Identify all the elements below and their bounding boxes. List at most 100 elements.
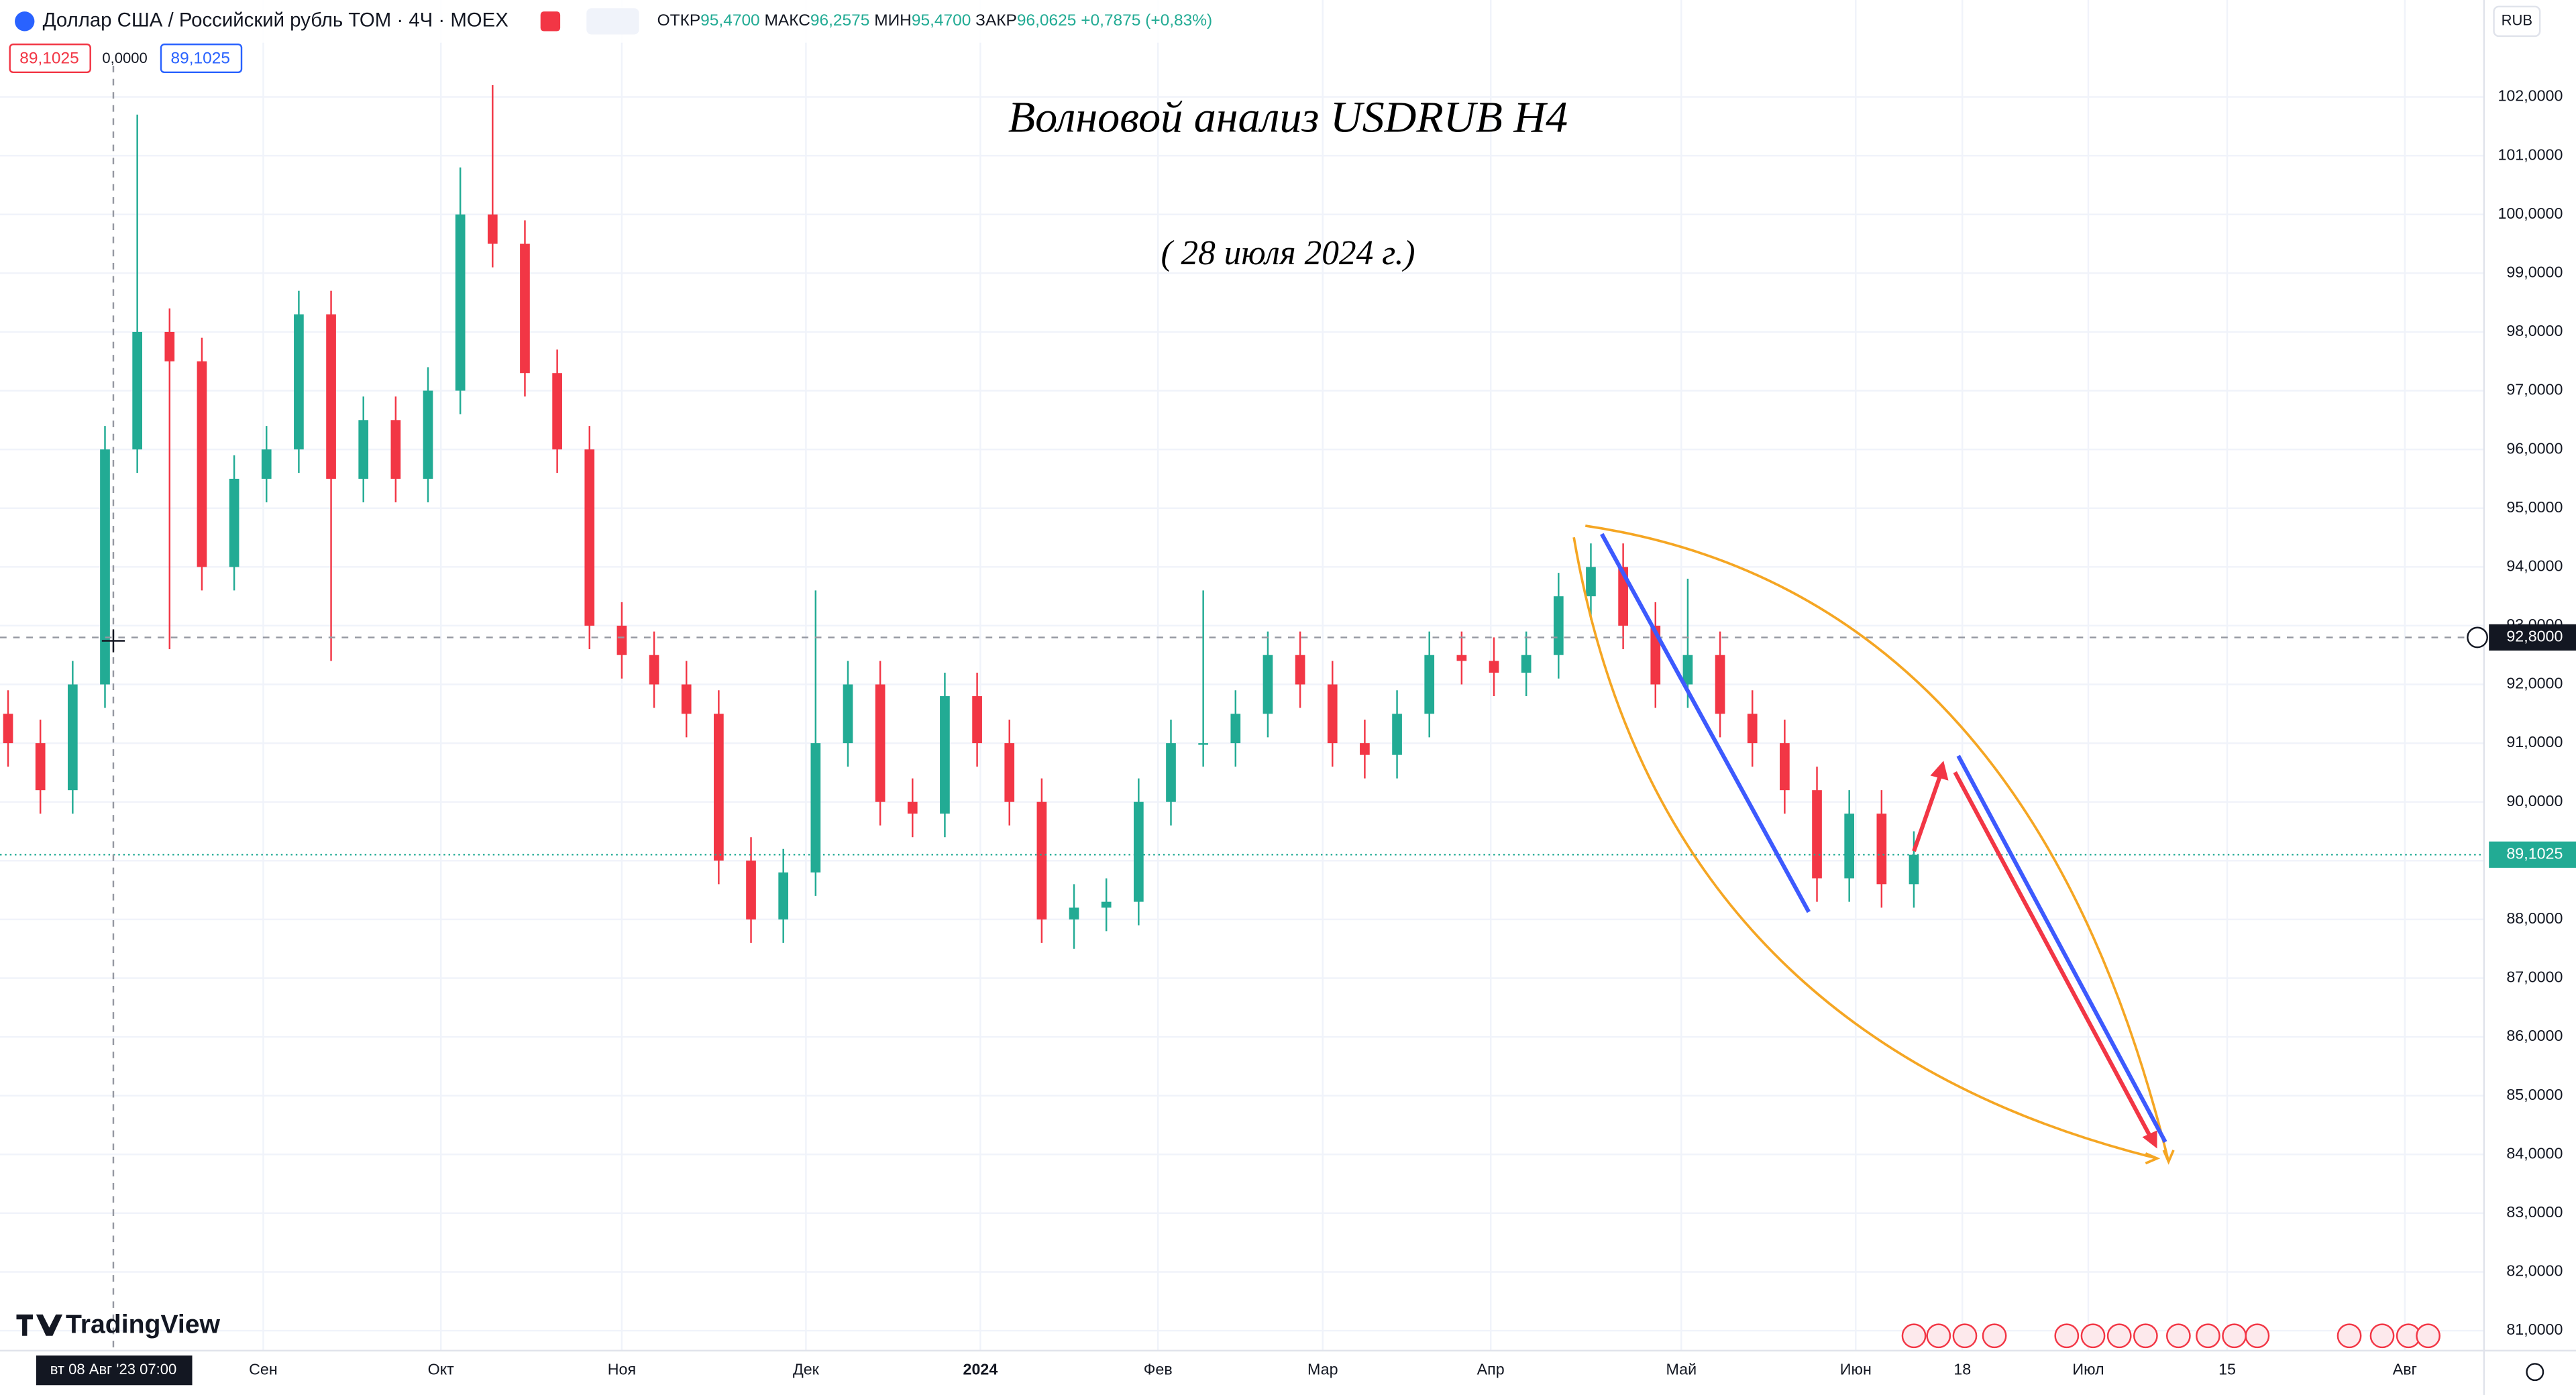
arrow-down: [1953, 771, 2153, 1138]
ohlc: ОТКР95,4700 МАКС96,2575 МИН95,4700 ЗАКР9…: [657, 11, 1213, 30]
candle-body: [1456, 655, 1467, 661]
sell-box[interactable]: [9, 43, 91, 74]
chart-subtitle: ( 28 июля 2024 г.): [1161, 234, 1415, 272]
candle-body: [778, 872, 789, 919]
last-price-label: 89,1025: [2506, 844, 2563, 862]
event: [1952, 1323, 1978, 1349]
candle-body: [35, 743, 46, 791]
candle-body: [1166, 743, 1176, 802]
event: [2165, 1323, 2191, 1349]
event: [2245, 1323, 2270, 1349]
y-tick-label: 83,0000: [2506, 1203, 2563, 1221]
candle-body: [746, 860, 756, 919]
candle-body: [1424, 655, 1435, 714]
event: [2369, 1323, 2395, 1349]
candle-body: [1069, 907, 1079, 919]
candle-body: [1747, 714, 1758, 744]
y-tick-label: 92,0000: [2506, 675, 2563, 692]
candle-body: [1909, 854, 1919, 885]
x-tick-label: Июл: [2072, 1360, 2104, 1378]
candle-body: [1876, 814, 1887, 885]
candle-body: [1489, 661, 1499, 673]
y-tick-label: 84,0000: [2506, 1144, 2563, 1162]
y-tick-label: 85,0000: [2506, 1086, 2563, 1103]
event: [2337, 1323, 2362, 1349]
candle-body: [358, 420, 369, 479]
flag-icon[interactable]: [540, 11, 561, 32]
x-tick-label: Дек: [793, 1360, 820, 1378]
candle-body: [294, 314, 304, 450]
candle-body: [940, 696, 950, 814]
candle-body: [1586, 567, 1596, 597]
y-tick-label: 81,0000: [2506, 1321, 2563, 1338]
candle-body: [616, 625, 627, 655]
settings-icon[interactable]: [2526, 1363, 2544, 1382]
arc-upper: [1585, 524, 2170, 1162]
candle-body: [1004, 743, 1015, 802]
candle-body: [1230, 714, 1241, 744]
wave-line: [1600, 533, 1811, 913]
candle-body: [1682, 655, 1693, 685]
candle-body: [810, 743, 821, 873]
currency[interactable]: RUB: [2502, 12, 2533, 29]
y-tick-label: 90,0000: [2506, 792, 2563, 810]
sell-price[interactable]: 89,1025: [19, 50, 78, 68]
candle-body: [1780, 743, 1790, 791]
candle-body: [261, 449, 272, 479]
symbol-icon: [15, 11, 35, 32]
logo: [16, 1314, 63, 1336]
crosshair-time: вт 08 Авг '23 07:00: [50, 1361, 177, 1378]
x-tick-label: 15: [2218, 1360, 2236, 1378]
candle-body: [520, 243, 530, 374]
candle-body: [843, 684, 853, 744]
y-tick-label: 97,0000: [2506, 381, 2563, 398]
candle-body: [649, 655, 659, 685]
candle-body: [1295, 655, 1305, 685]
x-tick-label: Фев: [1144, 1360, 1173, 1378]
time-label-box: [36, 1355, 193, 1386]
x-tick-label: 2024: [963, 1360, 998, 1378]
candle-body: [100, 449, 110, 685]
x-tick-label: Мар: [1307, 1360, 1338, 1378]
candle-body: [1263, 655, 1273, 714]
event: [1926, 1323, 1951, 1349]
y-tick-label: 100,0000: [2498, 205, 2563, 222]
y-tick-label: 91,0000: [2506, 733, 2563, 750]
x-tick-label: Июн: [1840, 1360, 1872, 1378]
wave-line: [1956, 755, 2167, 1143]
candle-body: [875, 684, 885, 802]
compare-button[interactable]: [586, 8, 639, 35]
axes: 81,0000 82,0000 83,0000 84,0000 85,0000 86,00…: [249, 87, 2576, 1378]
y-tick-label: 102,0000: [2498, 87, 2563, 105]
buy-price[interactable]: 89,1025: [171, 50, 230, 68]
x-tick-label: Ноя: [608, 1360, 636, 1378]
event: [2106, 1323, 2132, 1349]
plot: [0, 85, 2484, 949]
arrow-head: [2142, 1130, 2157, 1149]
candle-body: [164, 331, 175, 361]
crosshair-label-box: [2489, 624, 2576, 651]
arrow-up: [1912, 775, 1943, 852]
candle-body: [1133, 801, 1144, 902]
last-price-box: [2489, 841, 2576, 868]
buy-box[interactable]: [160, 43, 243, 74]
event: [2416, 1323, 2440, 1349]
y-tick-label: 99,0000: [2506, 263, 2563, 280]
arc-lower: [1572, 537, 2157, 1160]
y-tick-label: 96,0000: [2506, 439, 2563, 457]
candle-body: [1327, 684, 1338, 744]
candle-body: [1715, 655, 1725, 714]
y-tick-label: 95,0000: [2506, 498, 2563, 516]
x-tick-label: Сен: [249, 1360, 278, 1378]
symbol: Доллар США / Российский рубль ТОМ · 4Ч ·…: [43, 9, 508, 32]
y-tick-label: 87,0000: [2506, 968, 2563, 986]
currency-box[interactable]: [2493, 5, 2541, 38]
crosshair-plus: [2467, 626, 2488, 649]
candle-body: [197, 361, 207, 567]
event: [1901, 1323, 1927, 1349]
candle-body: [423, 390, 433, 479]
crosshair-label: 92,8000: [2506, 628, 2563, 645]
candle-body: [1553, 596, 1564, 655]
